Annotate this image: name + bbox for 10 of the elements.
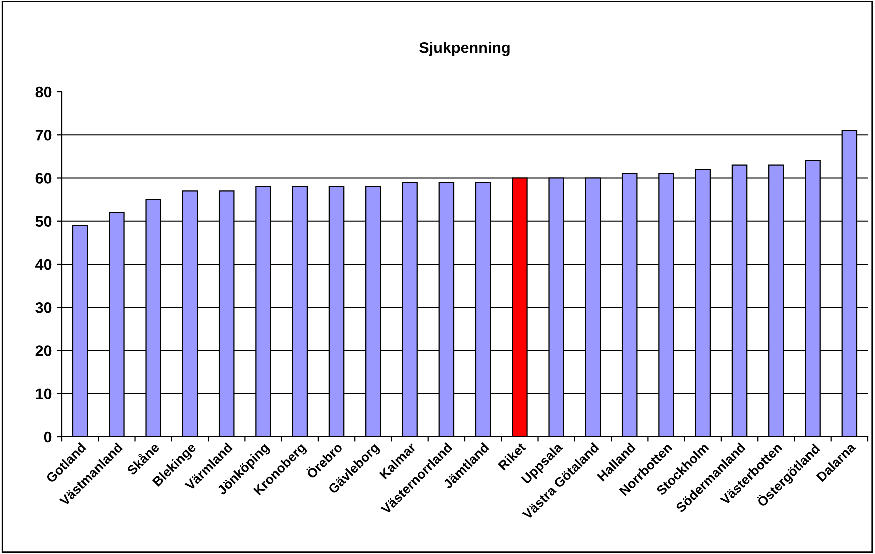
chart-title: Sjukpenning <box>420 42 510 56</box>
y-tick-label: 80 <box>36 86 52 98</box>
y-tick-label: 30 <box>36 302 52 314</box>
y-tick-label: 10 <box>36 388 52 400</box>
y-tick-label: 0 <box>44 432 52 443</box>
y-tick-label: 40 <box>36 259 52 270</box>
y-tick-label: 20 <box>36 346 52 356</box>
y-tick-label: 70 <box>36 130 52 141</box>
y-tick-label: 60 <box>36 173 52 184</box>
y-tick-label: 50 <box>36 216 52 228</box>
